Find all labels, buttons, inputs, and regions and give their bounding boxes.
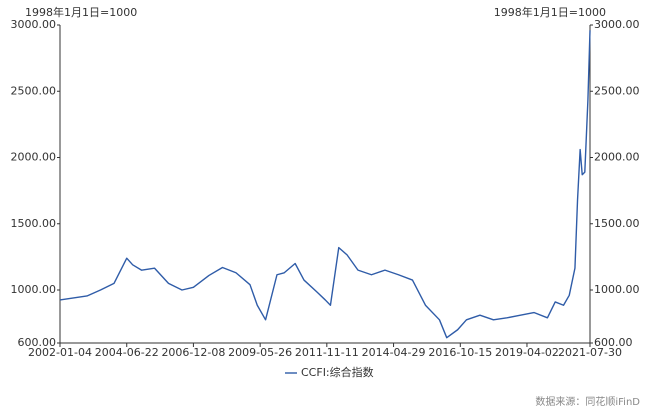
y2-tick-label: 3000.00	[594, 18, 640, 31]
y-tick-label: 1000.00	[11, 283, 57, 296]
right-axis-unit: 1998年1月1日=1000	[494, 5, 606, 19]
x-tick-label: 2014-04-29	[362, 346, 426, 359]
x-tick-label: 2009-05-26	[228, 346, 292, 359]
x-tick-label: 2011-11-11	[295, 346, 359, 359]
source: 数据来源：同花顺iFinD	[535, 395, 640, 408]
y-tick-label: 1500.00	[11, 217, 57, 230]
y2-tick-label: 2000.00	[594, 151, 640, 164]
left-axis-unit: 1998年1月1日=1000	[25, 5, 137, 19]
x-tick-label: 2019-04-02	[495, 346, 559, 359]
x-tick-label: 2002-01-04	[28, 346, 92, 359]
y2-tick-label: 1500.00	[594, 217, 640, 230]
x-tick-label: 2016-10-15	[428, 346, 492, 359]
x-tick-label: 2004-06-22	[95, 346, 159, 359]
x-tick-label: 2021-07-30	[558, 346, 622, 359]
y-tick-label: 2000.00	[11, 151, 57, 164]
y-tick-label: 600.00	[18, 336, 57, 349]
y2-tick-label: 2500.00	[594, 84, 640, 97]
y-tick-label: 2500.00	[11, 84, 57, 97]
y-tick-label: 3000.00	[11, 18, 57, 31]
y2-tick-label: 1000.00	[594, 283, 640, 296]
y2-tick-label: 600.00	[594, 336, 633, 349]
series-line	[59, 30, 591, 339]
x-tick-label: 2006-12-08	[161, 346, 225, 359]
legend-label: CCFI:综合指数	[301, 365, 374, 379]
